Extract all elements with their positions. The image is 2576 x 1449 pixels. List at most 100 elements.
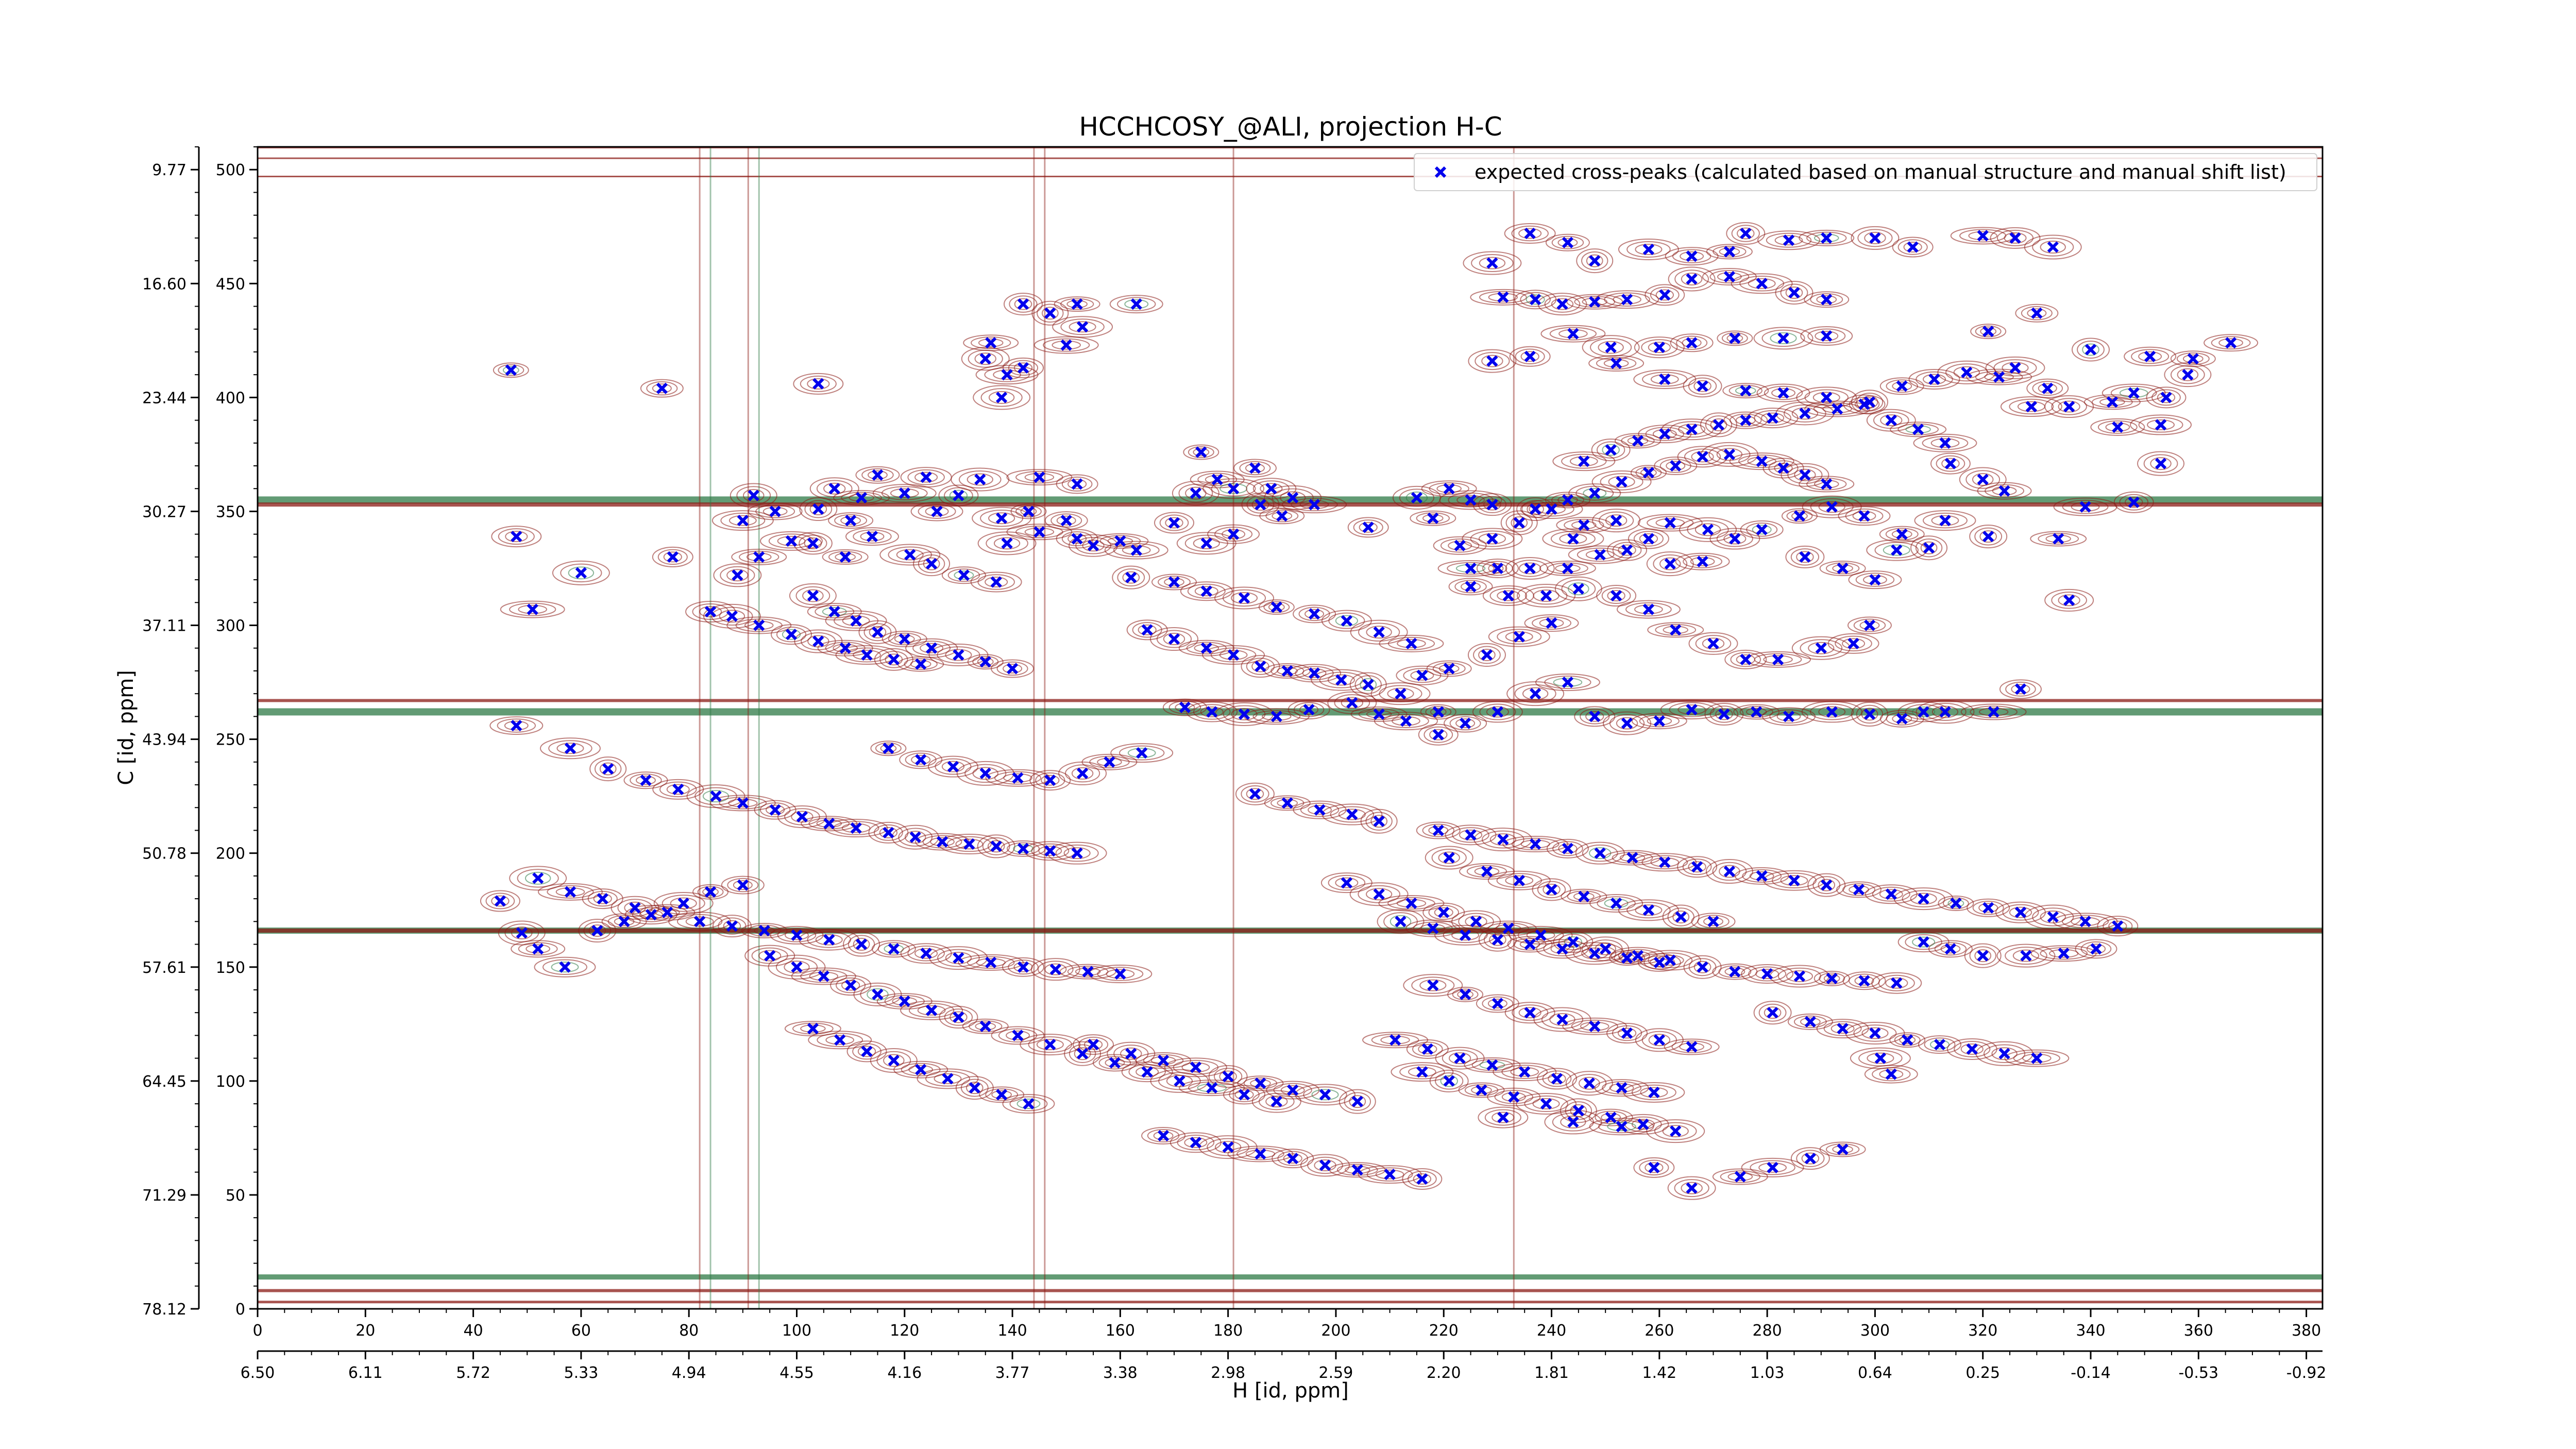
contour-ring [1819,1141,1866,1157]
contour-ring [1591,470,1652,493]
expected-peak-marker [1832,403,1843,415]
contour-ring [1706,244,1753,260]
expected-peak-marker [1076,767,1089,780]
contour-ring [543,959,587,975]
expected-peak-marker [1653,1034,1665,1046]
contour-ring [1158,576,1191,588]
contour-ring [1905,934,1942,950]
expected-peak-marker [1837,562,1849,575]
contour-ring [1122,545,1151,555]
x-ppm-tick-label: 6.50 [241,1364,275,1382]
expected-peak-marker [785,535,798,547]
contour-ring [934,1073,962,1084]
contour-ring [808,1031,872,1050]
contour-ring [1818,501,1845,513]
contour-ring [1359,521,1378,533]
contour-ring [1941,458,1960,469]
contour-ring [799,497,838,521]
contour-ring [1618,544,1636,556]
contour-ring [1641,855,1688,870]
contour-ring [1818,879,1836,891]
contour-ring [1370,815,1388,828]
contour-ring [1003,293,1043,316]
contour-ring [502,366,519,375]
contour-ring [1517,928,1564,942]
contour-ring [589,756,627,782]
contour-ring [825,610,887,631]
contour-ring [1366,1167,1413,1182]
contour-ring [950,1011,968,1023]
expected-peak-marker [1200,642,1212,654]
expected-peak-marker [1206,1082,1218,1094]
expected-peak-marker [1535,929,1547,941]
expected-peak-marker [1033,526,1045,538]
y-axis-label: C [id, ppm] [114,670,138,785]
contour-ring [890,488,919,498]
expected-peak-marker [1982,530,1994,543]
contour-ring [1272,1149,1314,1169]
x-ppm-tick-label: 1.81 [1534,1364,1569,1382]
expected-peak-marker [1497,1111,1509,1123]
contour-ring [646,381,678,396]
contour-ring [2176,352,2210,365]
contour-ring [2211,336,2251,350]
expected-peak-marker [1616,1082,1628,1094]
contour-ring [1492,1111,1515,1123]
expected-peak-marker [1033,471,1045,483]
expected-peak-marker [1513,517,1525,529]
contour-ring [1511,837,1560,851]
contour-ring [685,916,714,927]
contour-ring [548,740,592,757]
contour-ring [963,334,1019,351]
contour-ring [1380,1035,1410,1044]
contour-ring [1650,287,1680,304]
expected-peak-marker [1659,428,1671,440]
contour-ring [552,560,610,585]
contour-ring [930,837,955,847]
contour-ring [1573,945,1617,962]
expected-peak-marker [1546,884,1557,896]
contour-ring [1246,788,1264,800]
contour-ring [1968,231,1998,241]
expected-peak-marker [828,483,840,495]
contour-ring [1598,511,1634,530]
contour-ring [1885,977,1908,989]
contour-ring [1634,604,1663,615]
contour-ring [1916,700,1975,724]
expected-peak-marker [1610,514,1622,527]
contour-ring [1947,899,1964,907]
expected-peak-marker [1486,533,1498,545]
expected-peak-marker [1076,1048,1089,1059]
contour-ring [1465,915,1487,928]
expected-peak-marker [953,649,964,661]
contour-ring [1959,229,2007,243]
contour-ring [1043,338,1090,352]
contour-ring [1410,670,1434,681]
contour-ring [1374,712,1438,731]
contour-ring [1557,238,1578,247]
contour-ring [1405,491,1428,504]
contour-ring [784,961,810,974]
expected-peak-marker [979,656,991,668]
contour-ring [2108,920,2127,932]
contour-ring [1669,702,1715,717]
expected-peak-marker [1751,706,1762,718]
contour-ring [1641,339,1678,356]
contour-ring [1551,235,1584,249]
contour-ring [1423,726,1453,743]
expected-peak-marker [942,1073,954,1085]
contour-ring [2138,417,2183,433]
contour-ring [771,624,812,645]
expected-peak-marker [1799,469,1811,481]
contour-ring [1653,554,1688,574]
contour-ring [1444,714,1487,733]
contour-ring [1974,527,2003,546]
chart-title: HCCHCOSY_@ALI, projection H-C [1079,112,1502,142]
contour-ring [1493,1063,1557,1082]
expected-peak-marker [1572,583,1585,595]
contour-ring [825,1035,855,1045]
contour-ring [1617,1027,1637,1039]
expected-peak-marker [2047,241,2059,253]
contour-ring [857,1046,876,1057]
